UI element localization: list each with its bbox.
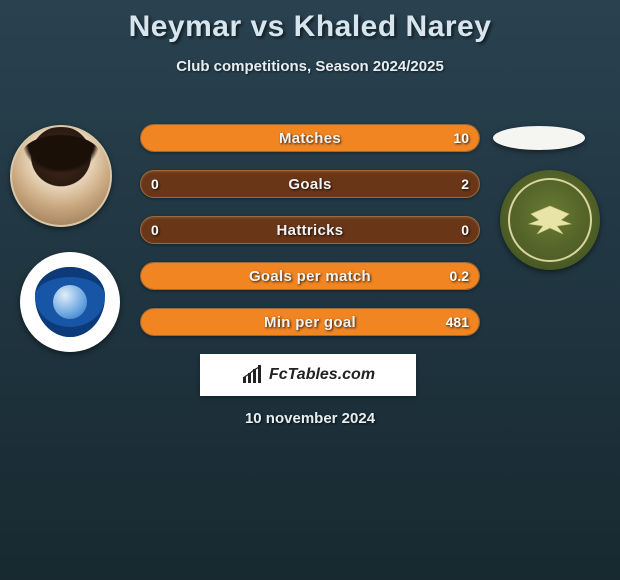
stat-value-left: 0 <box>151 171 159 197</box>
stat-label: Goals per match <box>141 263 479 289</box>
stat-label: Min per goal <box>141 309 479 335</box>
stat-row: Matches10 <box>140 124 480 152</box>
stat-value-right: 481 <box>446 309 469 335</box>
alhilal-shield-icon <box>31 263 109 341</box>
khaleej-eagle-icon <box>521 200 579 240</box>
stat-value-left: 0 <box>151 217 159 243</box>
date-line: 10 november 2024 <box>0 410 620 427</box>
stat-label: Hattricks <box>141 217 479 243</box>
stat-value-right: 10 <box>453 125 469 151</box>
stat-label: Goals <box>141 171 479 197</box>
brand-badge: FcTables.com <box>200 354 416 396</box>
chart-icon <box>241 365 265 385</box>
player2-avatar <box>493 126 585 150</box>
brand-text: FcTables.com <box>269 366 375 384</box>
player1-club-logo <box>20 252 120 352</box>
stat-row: Goals0 2 <box>140 170 480 198</box>
stat-row: Min per goal481 <box>140 308 480 336</box>
stat-row: Hattricks0 0 <box>140 216 480 244</box>
player1-avatar <box>10 125 112 227</box>
stat-row: Goals per match0.2 <box>140 262 480 290</box>
stat-value-right: 0 <box>461 217 469 243</box>
comparison-chart: Matches10Goals02Hattricks00Goals per mat… <box>140 124 480 354</box>
page-subtitle: Club competitions, Season 2024/2025 <box>0 58 620 75</box>
stat-label: Matches <box>141 125 479 151</box>
stat-value-right: 0.2 <box>450 263 469 289</box>
stat-value-right: 2 <box>461 171 469 197</box>
player2-club-logo <box>500 170 600 270</box>
page-title: Neymar vs Khaled Narey <box>0 0 620 44</box>
